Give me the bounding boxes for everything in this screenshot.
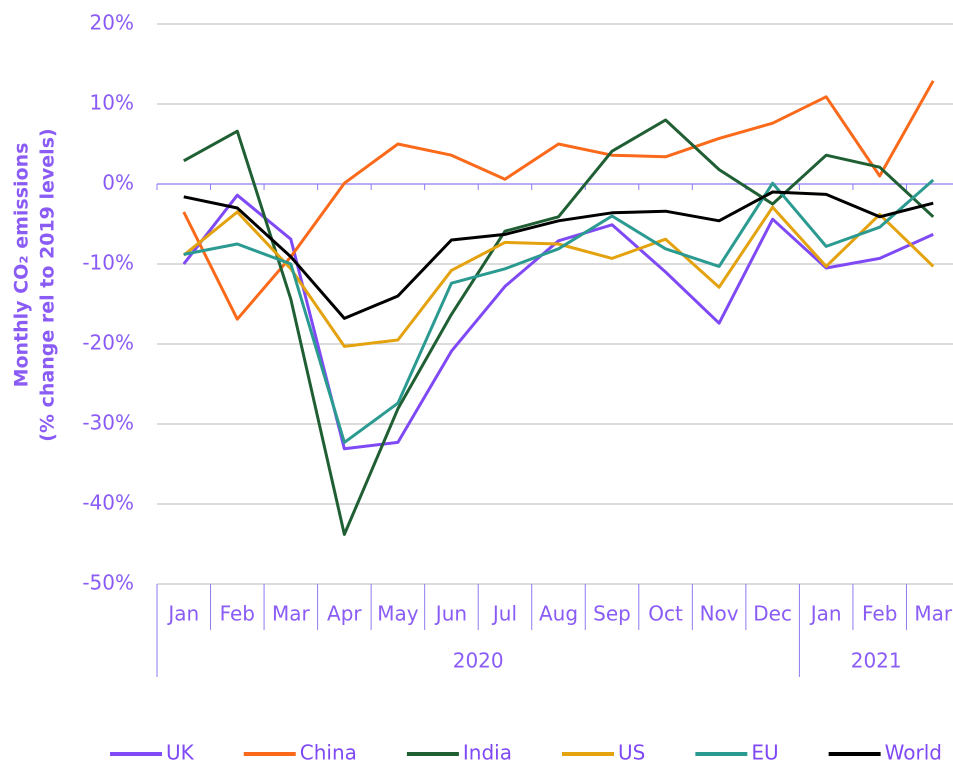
y-axis-label: Monthly CO₂ emissions <box>11 143 33 388</box>
legend-label: US <box>618 741 645 765</box>
x-tick-label: Nov <box>700 602 739 626</box>
x-tick-label: Apr <box>327 602 362 626</box>
y-tick-label: 0% <box>102 171 134 195</box>
line <box>182 193 934 451</box>
legend-label: China <box>300 741 357 765</box>
y-tick-label: -10% <box>82 251 134 275</box>
y-tick-label: 20% <box>90 11 134 35</box>
y-tick-label: -40% <box>82 491 134 515</box>
x-tick-label: Sep <box>593 602 631 626</box>
y-tick-label: -20% <box>82 331 134 355</box>
x-tick-label: Aug <box>539 602 578 626</box>
x-tick-label: Feb <box>862 602 897 626</box>
group-label: 2020 <box>453 649 504 673</box>
y-tick-label: -30% <box>82 411 134 435</box>
legend-label: UK <box>166 741 195 765</box>
line <box>183 190 934 320</box>
legend-label: EU <box>751 741 778 765</box>
x-tick-label: Feb <box>220 602 255 626</box>
line <box>183 118 935 536</box>
legend-label: World <box>885 741 942 765</box>
x-tick-label: Jun <box>434 602 467 626</box>
y-tick-label: -50% <box>82 571 134 595</box>
x-tick-label: Mar <box>272 602 311 626</box>
x-tick-label: May <box>377 602 419 626</box>
line <box>182 80 935 321</box>
x-tick-label: Jul <box>491 602 517 626</box>
line <box>182 205 935 348</box>
x-tick-label: Mar <box>914 602 953 626</box>
group-label: 2021 <box>851 649 902 673</box>
x-tick-label: Dec <box>753 602 792 626</box>
line <box>183 178 935 444</box>
x-tick-label: Jan <box>166 602 199 626</box>
x-tick-label: Jan <box>809 602 842 626</box>
legend-label: India <box>463 741 512 765</box>
y-axis-label: (% change rel to 2019 levels) <box>37 128 59 441</box>
y-tick-label: 10% <box>90 91 134 115</box>
x-tick-label: Oct <box>648 602 683 626</box>
